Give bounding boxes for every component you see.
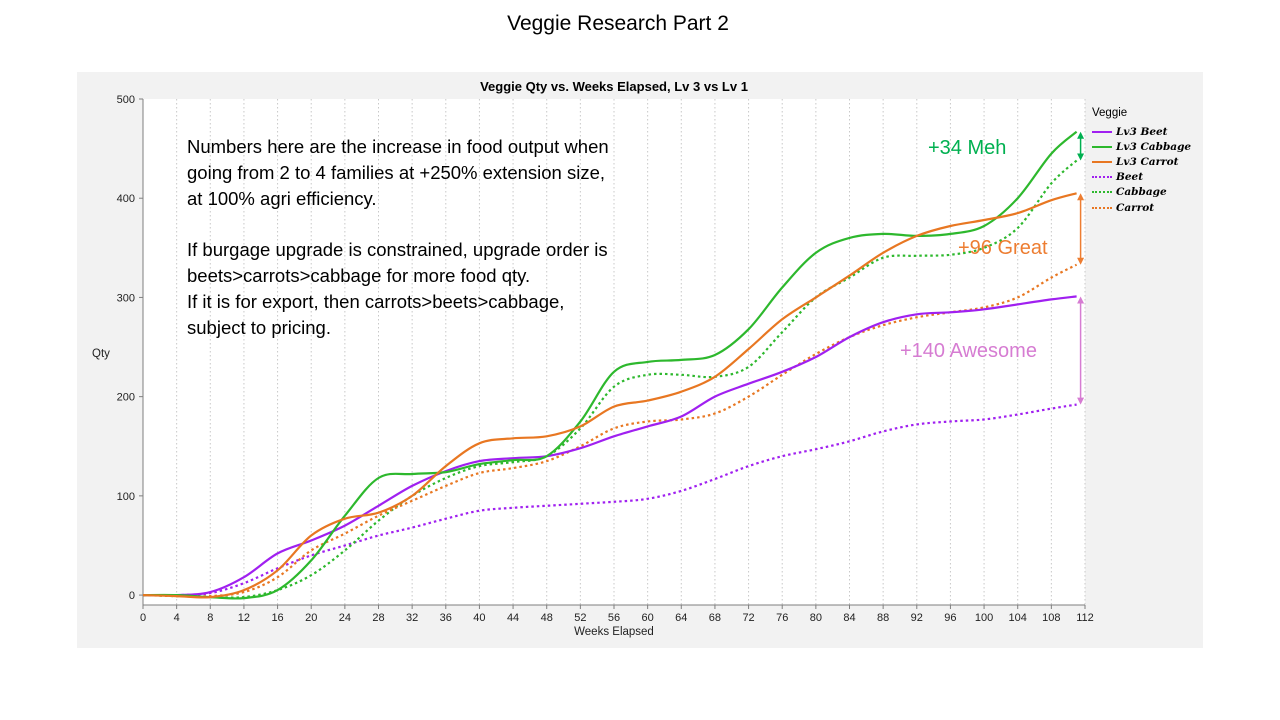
legend-item: Lv3 Cabbage bbox=[1092, 139, 1191, 154]
y-axis-label: Qty bbox=[92, 348, 110, 360]
legend-swatch bbox=[1092, 145, 1112, 148]
y-tick-label: 200 bbox=[117, 392, 135, 404]
y-tick-label: 300 bbox=[117, 292, 135, 304]
x-tick-label: 16 bbox=[271, 612, 283, 624]
legend-label: Lv3 Beet bbox=[1116, 125, 1168, 138]
note-line: beets>carrots>cabbage for more food qty. bbox=[187, 264, 531, 286]
x-tick-label: 24 bbox=[339, 612, 351, 624]
x-tick-label: 92 bbox=[911, 612, 923, 624]
legend-swatch bbox=[1092, 130, 1112, 133]
beet-gain-callout: +140 Awesome bbox=[900, 340, 1037, 362]
x-tick-label: 76 bbox=[776, 612, 788, 624]
carrot-gain-callout: +96 Great bbox=[958, 237, 1048, 259]
x-tick-label: 72 bbox=[742, 612, 754, 624]
series-line-beet bbox=[142, 403, 1077, 597]
legend-swatch bbox=[1092, 191, 1112, 194]
annotation-arrowhead bbox=[1077, 131, 1085, 139]
legend-label: Cabbage bbox=[1116, 186, 1167, 199]
x-tick-label: 108 bbox=[1042, 612, 1060, 624]
legend-label: Beet bbox=[1116, 171, 1144, 184]
x-tick-label: 48 bbox=[541, 612, 553, 624]
x-tick-label: 28 bbox=[372, 612, 384, 624]
y-tick-label: 400 bbox=[117, 193, 135, 205]
y-tick-label: 0 bbox=[129, 590, 135, 602]
x-tick-label: 40 bbox=[473, 612, 485, 624]
cabbage-gain-callout: +34 Meh bbox=[928, 137, 1007, 159]
note-line: If it is for export, then carrots>beets>… bbox=[187, 290, 565, 312]
chart-panel: 0 4 8 12 16 20 24 28 32 36 40 44 48 52 56 60 64 68 72 76 80 8… bbox=[77, 72, 1203, 648]
legend-label: Lv3 Cabbage bbox=[1116, 140, 1192, 153]
x-axis-label: Weeks Elapsed bbox=[574, 626, 654, 638]
x-tick-label: 104 bbox=[1009, 612, 1027, 624]
annotation-arrowhead bbox=[1077, 257, 1085, 265]
legend-label: Carrot bbox=[1116, 201, 1155, 214]
legend-label: Lv3 Carrot bbox=[1116, 155, 1179, 168]
note-line: subject to pricing. bbox=[187, 316, 331, 338]
y-tick-label: 100 bbox=[117, 491, 135, 503]
x-tick-label: 64 bbox=[675, 612, 687, 624]
x-tick-label: 88 bbox=[877, 612, 889, 624]
x-tick-label: 32 bbox=[406, 612, 418, 624]
line-chart: 0 4 8 12 16 20 24 28 32 36 40 44 48 52 56 60 64 68 72 76 80 8… bbox=[92, 79, 1094, 638]
x-tick-label: 56 bbox=[608, 612, 620, 624]
x-tick-label: 36 bbox=[440, 612, 452, 624]
note-line: going from 2 to 4 families at +250% exte… bbox=[187, 161, 606, 183]
legend-title: Veggie bbox=[1092, 107, 1128, 119]
annotation-arrowhead bbox=[1077, 397, 1085, 405]
x-tick-label: 52 bbox=[574, 612, 586, 624]
series-line-carrot bbox=[142, 263, 1078, 598]
x-tick-label: 20 bbox=[305, 612, 317, 624]
x-tick-label: 8 bbox=[207, 612, 213, 624]
legend-item: Beet bbox=[1092, 170, 1191, 185]
legend-swatch bbox=[1092, 176, 1112, 179]
x-tick-label: 80 bbox=[810, 612, 822, 624]
x-tick-label: 0 bbox=[140, 612, 146, 624]
chart-title: Veggie Qty vs. Weeks Elapsed, Lv 3 vs Lv… bbox=[480, 79, 748, 94]
note-line: If burgage upgrade is constrained, upgra… bbox=[187, 239, 608, 261]
x-tick-label: 68 bbox=[709, 612, 721, 624]
chart-legend: Veggie Lv3 Beet Lv3 Cabbage Lv3 Carrot Beet… bbox=[1092, 107, 1191, 215]
legend-item: Lv3 Carrot bbox=[1092, 154, 1191, 169]
annotation-arrowhead bbox=[1077, 193, 1085, 201]
legend-item: Lv3 Beet bbox=[1092, 124, 1191, 139]
x-tick-label: 100 bbox=[975, 612, 993, 624]
y-tick-label: 500 bbox=[117, 94, 135, 106]
x-tick-label: 4 bbox=[174, 612, 180, 624]
legend-swatch bbox=[1092, 160, 1112, 163]
series-line-cabbage bbox=[142, 159, 1078, 599]
x-tick-label: 60 bbox=[642, 612, 654, 624]
x-tick-label: 112 bbox=[1076, 612, 1094, 624]
x-tick-label: 44 bbox=[507, 612, 519, 624]
page-title: Veggie Research Part 2 bbox=[507, 12, 729, 35]
legend-item: Carrot bbox=[1092, 200, 1191, 215]
annotation-arrowhead bbox=[1077, 296, 1085, 304]
legend-item: Cabbage bbox=[1092, 185, 1191, 200]
note-line: Numbers here are the increase in food ou… bbox=[187, 136, 609, 157]
x-tick-label: 96 bbox=[944, 612, 956, 624]
x-tick-label: 84 bbox=[843, 612, 855, 624]
note-line: at 100% agri efficiency. bbox=[187, 187, 377, 209]
series-line-lv3-carrot bbox=[142, 192, 1077, 599]
research-note: Numbers here are the increase in food ou… bbox=[187, 134, 707, 340]
annotation-arrowhead bbox=[1077, 153, 1085, 161]
series-line-lv3-cabbage bbox=[142, 130, 1078, 600]
x-tick-label: 12 bbox=[238, 612, 250, 624]
legend-swatch bbox=[1092, 206, 1112, 209]
